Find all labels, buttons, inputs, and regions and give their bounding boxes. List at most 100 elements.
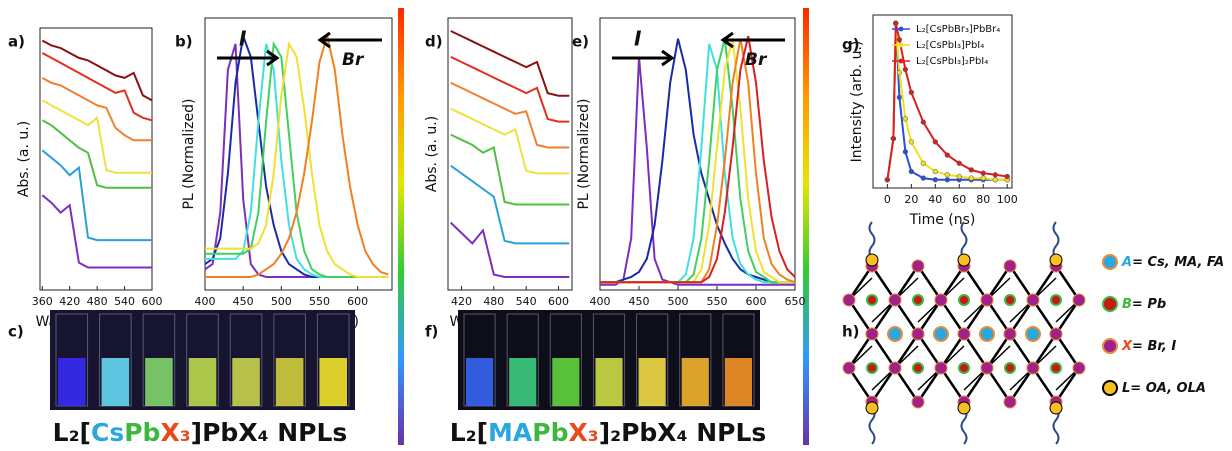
series-line — [600, 56, 795, 286]
caption: L₂[MAPbX₃]₂PbX₄ NPLs — [450, 418, 767, 447]
x-site — [842, 293, 856, 307]
legend-symbol — [1102, 296, 1118, 312]
x-site — [1003, 259, 1017, 273]
x-tick-label: 540 — [114, 295, 135, 308]
point — [944, 152, 950, 158]
caption-part: L₂[ — [53, 418, 91, 447]
x-site — [1026, 293, 1040, 307]
point — [1004, 173, 1010, 180]
x-tick-label: 60 — [952, 193, 966, 206]
point — [908, 89, 914, 96]
series-line — [205, 40, 389, 278]
legend-key: X — [1121, 339, 1133, 354]
legend-key: B — [1122, 297, 1132, 312]
panel-label: c) — [8, 323, 24, 341]
vial-liquid — [638, 358, 666, 406]
point — [992, 172, 998, 178]
series-line — [204, 43, 389, 278]
x-tick-label: 550 — [309, 295, 330, 308]
b-site — [1050, 362, 1062, 374]
x-site — [934, 361, 948, 375]
ligand-head — [1049, 401, 1063, 415]
a-site — [979, 326, 995, 342]
x-tick-label: 100 — [997, 193, 1018, 206]
caption-part: Pb — [532, 418, 568, 447]
series-line — [41, 39, 153, 102]
y-axis-label: PL (Normalized) — [181, 98, 197, 209]
b-site — [1050, 294, 1062, 306]
caption-part: MA — [488, 418, 533, 447]
b-site — [958, 362, 970, 374]
ligand-head — [957, 253, 971, 267]
b-site — [1004, 294, 1016, 306]
x-tick-label: 0 — [884, 193, 891, 206]
point — [902, 116, 909, 122]
vial-liquid — [552, 358, 580, 406]
legend-label: L₂[CsPbI₃]₂PbI₄ — [916, 56, 988, 67]
annotation: I — [634, 27, 642, 51]
point — [968, 167, 974, 173]
x-tick-label: 550 — [707, 295, 728, 308]
x-site — [911, 327, 925, 341]
caption-part: X₃ — [568, 418, 598, 447]
plot-frame — [204, 17, 393, 291]
arrow — [217, 49, 280, 67]
ligand-head — [865, 253, 879, 267]
panel-label: e) — [572, 33, 589, 51]
x-tick-label: 20 — [904, 193, 918, 206]
series-line — [41, 52, 153, 122]
ligand-head — [1049, 253, 1063, 267]
x-tick-label: 500 — [668, 295, 689, 308]
legend-marker — [898, 42, 904, 48]
x-site — [911, 395, 925, 409]
plot-frame — [447, 17, 573, 291]
ligand-head — [957, 401, 971, 415]
vial-liquid — [509, 358, 537, 406]
series-line — [41, 149, 152, 242]
point — [893, 20, 899, 26]
caption-part: Cs — [91, 418, 124, 447]
panel-label: g) — [842, 36, 860, 54]
x-site — [957, 327, 971, 341]
panel-label: h) — [842, 323, 860, 341]
plot-frame — [39, 27, 153, 291]
color-bar — [803, 8, 809, 445]
legend-label: L₂[CsPbBr₃]PbBr₄ — [916, 24, 1000, 35]
series-line — [205, 32, 389, 278]
b-site — [958, 294, 970, 306]
caption-part: ]₂PbX₄ NPLs — [599, 418, 767, 447]
point — [944, 177, 950, 183]
x-site — [842, 361, 856, 375]
b-site — [912, 362, 924, 374]
vial-liquid — [101, 358, 130, 406]
x-tick-label: 400 — [195, 295, 216, 308]
annotation: Br — [342, 50, 365, 70]
ligand-chain — [1052, 221, 1060, 259]
arrow — [317, 31, 382, 49]
vial-liquid — [188, 358, 217, 406]
b-site — [912, 294, 924, 306]
x-tick-label: 480 — [483, 295, 504, 308]
x-tick-label: 600 — [548, 295, 569, 308]
legend-symbol — [1102, 380, 1118, 396]
b-site — [1004, 362, 1016, 374]
x-tick-label: 600 — [142, 295, 163, 308]
series-line — [450, 55, 570, 123]
legend-key: L — [1122, 381, 1130, 396]
point — [890, 135, 897, 142]
x-tick-label: 420 — [451, 295, 472, 308]
vial-liquid — [145, 358, 173, 406]
point — [896, 70, 903, 76]
color-bar — [398, 8, 404, 445]
plot-frame — [599, 17, 796, 291]
point — [902, 149, 909, 155]
x-site — [1072, 293, 1086, 307]
point — [908, 168, 914, 175]
point — [932, 177, 938, 183]
vial-liquid — [724, 358, 752, 406]
x-site — [888, 293, 902, 307]
b-site — [866, 294, 878, 306]
vial-liquid — [58, 358, 86, 406]
